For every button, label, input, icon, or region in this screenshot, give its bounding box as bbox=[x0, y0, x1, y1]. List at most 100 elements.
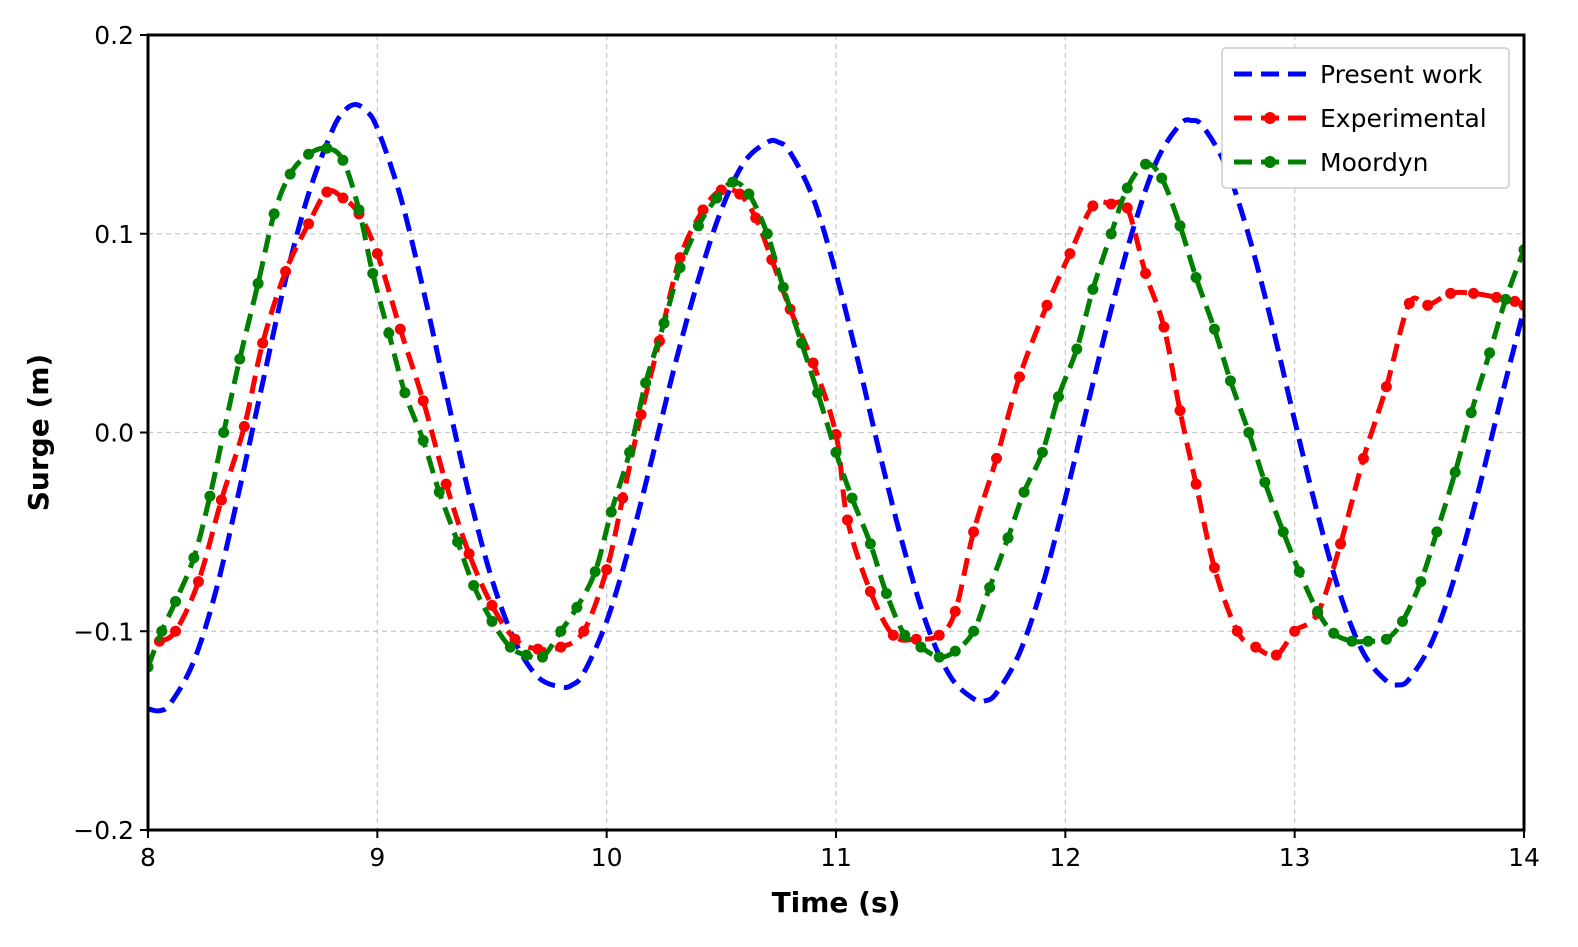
data-point-moordyn bbox=[1465, 407, 1477, 419]
data-point-moordyn bbox=[234, 353, 246, 365]
data-point-experimental bbox=[417, 395, 429, 407]
data-point-moordyn bbox=[337, 154, 349, 166]
data-point-experimental bbox=[864, 586, 876, 597]
data-point-experimental bbox=[674, 252, 686, 264]
x-tick-label: 8 bbox=[140, 843, 156, 872]
data-point-experimental bbox=[1289, 625, 1301, 637]
data-point-moordyn bbox=[268, 208, 280, 220]
series-line-experimental bbox=[158, 186, 1524, 659]
data-point-moordyn bbox=[1036, 446, 1048, 458]
data-point-moordyn bbox=[1259, 476, 1271, 488]
data-point-experimental bbox=[1041, 299, 1053, 311]
data-point-experimental bbox=[734, 188, 746, 200]
data-point-experimental bbox=[1158, 321, 1170, 333]
legend-label: Present work bbox=[1320, 60, 1483, 89]
x-tick-label: 9 bbox=[369, 843, 385, 872]
data-point-moordyn bbox=[984, 582, 996, 594]
legend: Present work Experimental Moordyn bbox=[1221, 47, 1510, 189]
data-point-moordyn bbox=[949, 645, 961, 657]
data-point-moordyn bbox=[1312, 605, 1324, 617]
x-tick-label: 11 bbox=[820, 843, 852, 872]
data-point-moordyn bbox=[864, 538, 876, 550]
data-point-moordyn bbox=[830, 446, 842, 458]
data-point-moordyn bbox=[204, 490, 216, 502]
data-point-moordyn bbox=[812, 387, 824, 399]
data-point-moordyn bbox=[571, 601, 583, 613]
data-point-experimental bbox=[1013, 371, 1025, 383]
data-point-experimental bbox=[750, 212, 762, 224]
data-point-moordyn bbox=[899, 629, 911, 641]
data-point-experimental bbox=[1490, 291, 1502, 303]
data-point-experimental bbox=[697, 204, 709, 216]
data-point-moordyn bbox=[1362, 635, 1374, 647]
data-point-moordyn bbox=[1224, 375, 1236, 387]
data-point-experimental bbox=[1208, 562, 1220, 574]
data-point-moordyn bbox=[218, 427, 230, 438]
x-tick-label: 13 bbox=[1279, 843, 1311, 872]
data-point-moordyn bbox=[1449, 466, 1461, 478]
data-point-experimental bbox=[1270, 649, 1282, 661]
data-point-moordyn bbox=[1243, 427, 1255, 438]
data-point-moordyn bbox=[555, 625, 567, 637]
data-point-experimental bbox=[1064, 248, 1076, 260]
data-point-moordyn bbox=[1140, 158, 1152, 170]
data-point-experimental bbox=[463, 548, 475, 560]
data-point-experimental bbox=[555, 641, 567, 653]
data-point-experimental bbox=[841, 514, 853, 526]
series-lines bbox=[148, 102, 1524, 714]
data-point-moordyn bbox=[417, 434, 429, 446]
data-point-experimental bbox=[1140, 268, 1152, 279]
data-point-experimental bbox=[1121, 202, 1133, 214]
data-point-experimental bbox=[1468, 287, 1480, 299]
data-point-experimental bbox=[257, 337, 269, 349]
data-point-experimental bbox=[933, 629, 945, 641]
data-point-experimental bbox=[337, 192, 349, 204]
y-axis-title: Surge (m) bbox=[22, 354, 55, 511]
x-tick-label: 10 bbox=[591, 843, 623, 872]
series-moordyn bbox=[148, 142, 1524, 673]
data-point-moordyn bbox=[933, 651, 945, 663]
data-point-experimental bbox=[807, 357, 819, 369]
data-point-experimental bbox=[509, 633, 521, 645]
data-point-experimental bbox=[440, 478, 452, 490]
data-point-moordyn bbox=[1328, 627, 1340, 639]
data-point-moordyn bbox=[170, 595, 182, 607]
data-point-experimental bbox=[1174, 405, 1186, 417]
data-point-moordyn bbox=[452, 536, 464, 548]
legend-label: Moordyn bbox=[1320, 148, 1429, 177]
data-point-moordyn bbox=[1052, 391, 1064, 403]
data-point-moordyn bbox=[658, 317, 670, 329]
data-point-experimental bbox=[991, 452, 1003, 464]
data-point-experimental bbox=[1335, 538, 1347, 550]
data-point-moordyn bbox=[1190, 271, 1202, 283]
data-point-moordyn bbox=[1208, 323, 1220, 335]
data-point-experimental bbox=[1087, 200, 1099, 212]
y-tick-label: 0.1 bbox=[94, 220, 134, 249]
legend-marker bbox=[1264, 156, 1276, 168]
data-point-moordyn bbox=[1105, 228, 1117, 240]
data-point-experimental bbox=[192, 576, 204, 588]
series-line-present-work bbox=[148, 102, 1524, 714]
legend-box bbox=[1221, 47, 1510, 189]
data-point-moordyn bbox=[674, 262, 686, 274]
data-point-experimental bbox=[303, 218, 315, 230]
data-point-moordyn bbox=[520, 649, 532, 661]
data-point-moordyn bbox=[640, 377, 652, 389]
y-tick-label: −0.1 bbox=[73, 617, 134, 646]
data-point-experimental bbox=[1190, 478, 1202, 490]
data-point-moordyn bbox=[692, 220, 704, 232]
data-point-moordyn bbox=[761, 228, 773, 240]
data-point-moordyn bbox=[605, 506, 617, 518]
data-point-moordyn bbox=[1500, 293, 1512, 305]
data-point-experimental bbox=[532, 643, 544, 655]
data-point-moordyn bbox=[1071, 343, 1083, 355]
data-point-moordyn bbox=[1396, 615, 1408, 627]
data-point-experimental bbox=[887, 629, 899, 641]
series-present-work bbox=[148, 102, 1524, 714]
data-point-moordyn bbox=[1018, 486, 1030, 498]
data-point-moordyn bbox=[1174, 220, 1186, 232]
x-tick-label: 14 bbox=[1508, 843, 1540, 872]
data-point-moordyn bbox=[284, 168, 296, 180]
data-point-experimental bbox=[486, 599, 498, 611]
